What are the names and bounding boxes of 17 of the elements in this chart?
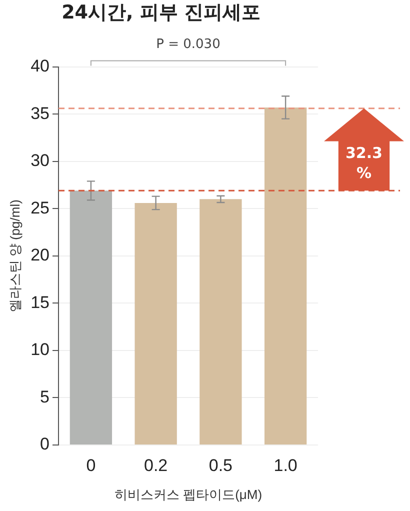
x-tick-label: 0.2 xyxy=(144,456,168,475)
y-tick-label: 10 xyxy=(30,340,50,360)
y-tick-label: 35 xyxy=(30,104,50,123)
x-tick-label: 1.0 xyxy=(274,456,298,475)
y-tick-label: 5 xyxy=(40,387,50,406)
text: P = 0.030 xyxy=(155,36,222,52)
y-tick-label: 30 xyxy=(30,151,50,170)
y-tick-label: 20 xyxy=(30,246,50,265)
y-tick-label: 15 xyxy=(30,292,50,312)
y-axis-title: 엘라스틴 양 (pg/ml) xyxy=(7,200,22,312)
x-axis-title: 히비스커스 펩타이드(μM) xyxy=(114,486,262,502)
y-tick-label: 0 xyxy=(40,434,50,454)
y-tick-label: 25 xyxy=(30,198,50,218)
x-tick-label: 0.5 xyxy=(208,456,233,475)
x-tick-label: 0 xyxy=(86,456,96,475)
y-tick-label: 40 xyxy=(30,56,50,76)
chart-title: 24시간, 피부 진피세포 xyxy=(62,1,260,24)
